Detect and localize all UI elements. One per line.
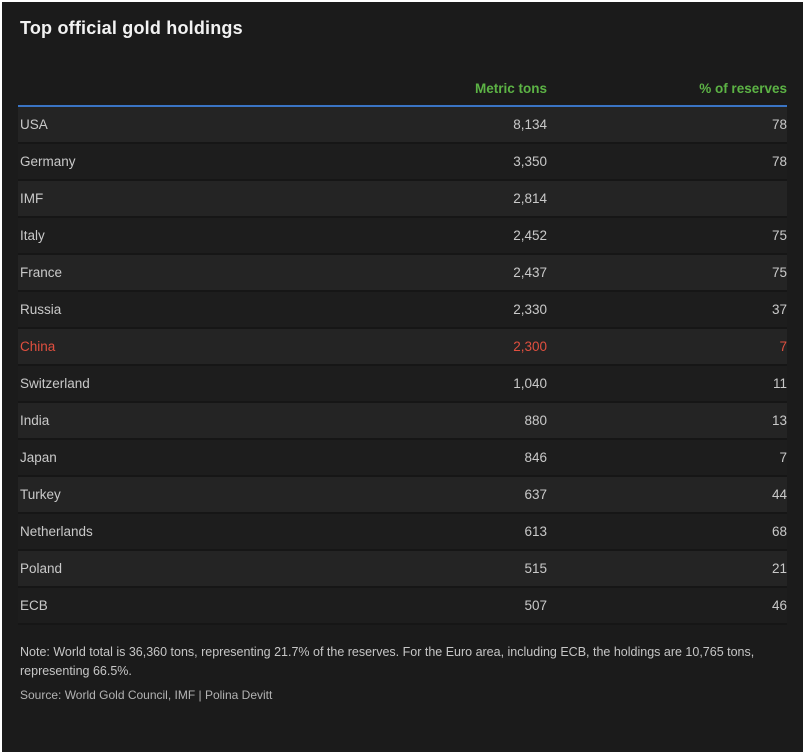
- row-metric-tons-value: 2,300: [513, 339, 547, 354]
- row-pct-of-reserves-value: 78: [771, 117, 787, 132]
- row-metric-tons-value: 515: [524, 561, 547, 576]
- row-metric-tons-value: 8,134: [513, 117, 547, 132]
- row-pct-of-reserves-value: 7: [779, 450, 787, 465]
- table-row: Italy 2,452 75: [18, 218, 787, 255]
- table-row: Poland 515 21: [18, 551, 787, 588]
- row-country-label: Italy: [20, 228, 45, 243]
- row-metric-tons-value: 1,040: [513, 376, 547, 391]
- table-row: ECB 507 46: [18, 588, 787, 625]
- row-country-label: Turkey: [20, 487, 61, 502]
- row-country-label: Switzerland: [20, 376, 90, 391]
- row-country-label: India: [20, 413, 50, 428]
- row-country-label: ECB: [20, 598, 48, 613]
- row-pct-of-reserves-value: 75: [771, 228, 787, 243]
- table-source: Source: World Gold Council, IMF | Polina…: [20, 687, 273, 702]
- row-country-label: IMF: [20, 191, 44, 206]
- table-note: Note: World total is 36,360 tons, repres…: [20, 645, 755, 678]
- row-country-label: Germany: [20, 154, 76, 169]
- row-metric-tons-value: 846: [524, 450, 547, 465]
- row-metric-tons-value: 637: [524, 487, 547, 502]
- table-row: Russia 2,330 37: [18, 292, 787, 329]
- row-metric-tons-value: 3,350: [513, 154, 547, 169]
- row-pct-of-reserves-value: 78: [771, 154, 787, 169]
- table-row: IMF 2,814: [18, 181, 787, 218]
- table-row: Germany 3,350 78: [18, 144, 787, 181]
- row-country-label: Poland: [20, 561, 63, 576]
- column-header-pct-of-reserves: % of reserves: [699, 81, 787, 96]
- row-pct-of-reserves-value: 7: [779, 339, 787, 354]
- table-row: Japan 846 7: [18, 440, 787, 477]
- row-pct-of-reserves-value: 11: [772, 376, 787, 391]
- row-country-label: Netherlands: [20, 524, 93, 539]
- column-header-country: [20, 81, 307, 96]
- table-row: USA 8,134 78: [18, 107, 787, 144]
- row-pct-of-reserves-value: 75: [771, 265, 787, 280]
- row-pct-of-reserves-value: 46: [771, 598, 787, 613]
- table-body: USA 8,134 78 Germany 3,350 78 IMF 2,814 …: [18, 107, 787, 625]
- row-metric-tons-value: 880: [524, 413, 547, 428]
- row-metric-tons-value: 507: [524, 598, 547, 613]
- row-metric-tons-value: 2,437: [513, 265, 547, 280]
- row-country-label: USA: [20, 117, 48, 132]
- row-metric-tons-value: 2,814: [513, 191, 547, 206]
- row-pct-of-reserves-value: 21: [771, 561, 787, 576]
- table-row: Netherlands 613 68: [18, 514, 787, 551]
- table-header-row: Metric tons % of reserves: [18, 81, 787, 105]
- table-row: France 2,437 75: [18, 255, 787, 292]
- row-metric-tons-value: 613: [524, 524, 547, 539]
- table-row: India 880 13: [18, 403, 787, 440]
- row-metric-tons-value: 2,330: [513, 302, 547, 317]
- row-pct-of-reserves-value: 44: [771, 487, 787, 502]
- row-country-label: France: [20, 265, 63, 280]
- column-header-metric-tons: Metric tons: [474, 81, 547, 96]
- table-row: China 2,300 7: [18, 329, 787, 366]
- row-country-label: Russia: [20, 302, 62, 317]
- row-pct-of-reserves-value: 68: [771, 524, 787, 539]
- row-country-label: China: [20, 339, 56, 354]
- row-metric-tons-value: 2,452: [513, 228, 547, 243]
- row-pct-of-reserves-value: 37: [771, 302, 787, 317]
- header-divider-line: [18, 105, 787, 107]
- chart-title: Top official gold holdings: [20, 18, 243, 38]
- row-country-label: Japan: [20, 450, 57, 465]
- table-row: Switzerland 1,040 11: [18, 366, 787, 403]
- table-row: Turkey 637 44: [18, 477, 787, 514]
- row-pct-of-reserves-value: 13: [771, 413, 787, 428]
